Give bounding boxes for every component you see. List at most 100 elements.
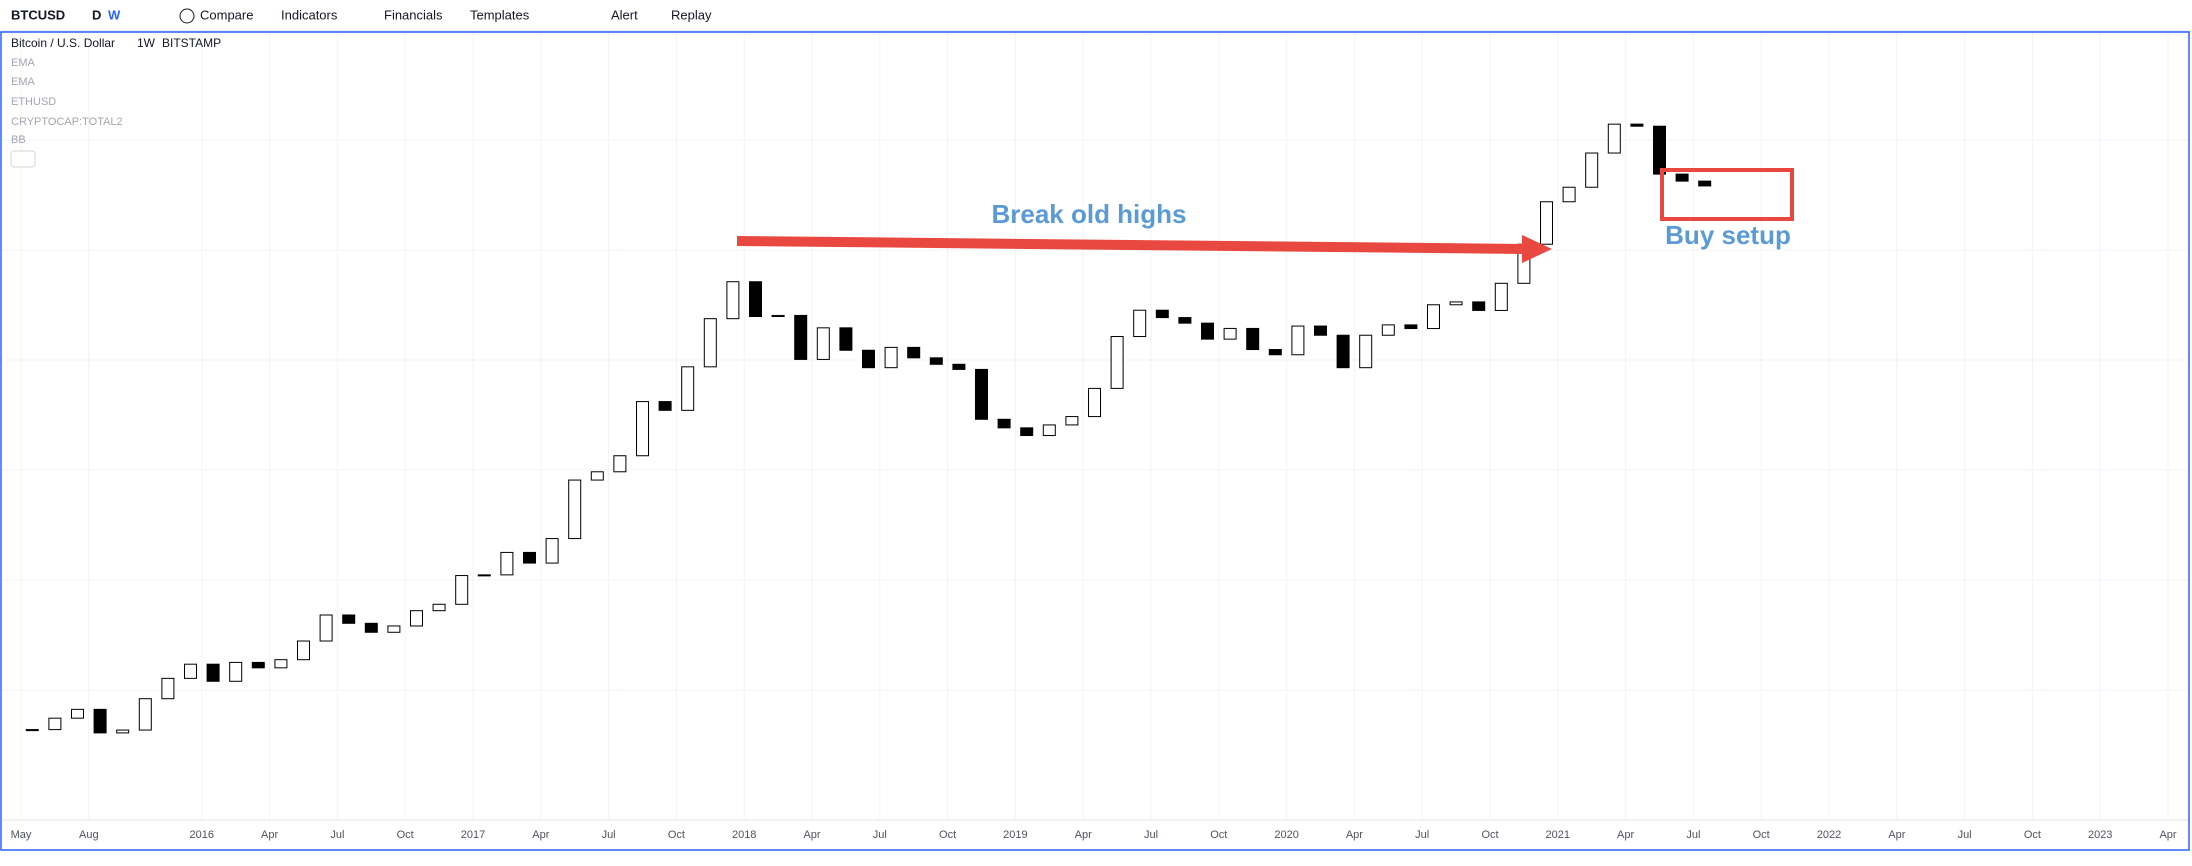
candle: [1427, 304, 1440, 330]
x-tick-label: Jul: [602, 829, 616, 841]
candle: [1472, 301, 1486, 311]
annotation: Buy setup: [1665, 220, 1791, 250]
candle: [1404, 324, 1418, 330]
candle: [1607, 123, 1621, 154]
candle: [364, 622, 378, 633]
candle: [48, 717, 62, 731]
candle: [1359, 334, 1373, 369]
candle: [1494, 282, 1508, 311]
candle: [500, 551, 514, 576]
candle: [319, 614, 333, 642]
x-tick-label: Jul: [1144, 829, 1158, 841]
x-tick-label: Apr: [2159, 829, 2176, 841]
x-tick-label: Oct: [1753, 829, 1770, 841]
candle: [410, 610, 423, 627]
x-tick-label: Apr: [803, 829, 820, 841]
candles: [25, 123, 1712, 734]
symbol[interactable]: BTCUSD: [11, 7, 65, 22]
candle: [749, 281, 762, 318]
candle: [297, 640, 310, 661]
candle: [703, 318, 717, 368]
x-tick-label: 2021: [1546, 829, 1570, 841]
candle: [1020, 427, 1034, 437]
alert-button[interactable]: Alert: [611, 7, 638, 22]
candle: [975, 368, 988, 420]
candle: [658, 401, 672, 411]
candle: [1065, 416, 1079, 426]
candle: [432, 603, 446, 612]
candle: [1088, 387, 1101, 418]
candle: [816, 327, 830, 360]
x-tick-label: 2023: [2088, 829, 2112, 841]
annotation: Break old highs: [991, 199, 1186, 229]
candle: [726, 281, 740, 320]
compare-button[interactable]: Compare: [200, 7, 253, 22]
x-tick-label: Jul: [1958, 829, 1972, 841]
candle: [138, 698, 152, 731]
candle: [1540, 201, 1553, 245]
candle: [1585, 152, 1599, 188]
x-tick-label: Jul: [1415, 829, 1429, 841]
templates-button[interactable]: Templates: [470, 7, 530, 22]
x-tick-label: 2018: [732, 829, 756, 841]
indicators-button[interactable]: Indicators: [281, 7, 338, 22]
x-tick-label: Oct: [1210, 829, 1227, 841]
candle: [1630, 123, 1644, 127]
candle: [1653, 125, 1666, 175]
candle: [523, 551, 536, 564]
x-tick-label: Jul: [330, 829, 344, 841]
candle: [387, 625, 401, 633]
candle: [1246, 327, 1260, 351]
indicator[interactable]: EMA: [11, 57, 36, 69]
candle: [1336, 334, 1350, 369]
x-tick-label: 2017: [461, 829, 485, 841]
x-tick-label: 2016: [190, 829, 214, 841]
candle: [568, 479, 582, 540]
candle: [862, 349, 875, 369]
x-tick-label: Apr: [1617, 829, 1634, 841]
grid: [2, 33, 2188, 820]
candle: [1133, 309, 1147, 338]
toolbar: [0, 0, 2192, 31]
candle: [1178, 317, 1192, 324]
candle: [161, 677, 175, 700]
indicator[interactable]: EMA: [11, 76, 36, 88]
interval-button[interactable]: W: [108, 7, 121, 22]
compare-icon: [179, 8, 195, 24]
indicator[interactable]: CRYPTOCAP:TOTAL2: [11, 116, 123, 128]
x-tick-label: Jul: [1686, 829, 1700, 841]
candle: [636, 401, 649, 457]
candle: [184, 663, 197, 679]
candle: [1562, 186, 1576, 203]
arrow-head: [1522, 235, 1552, 263]
x-tick-label: Apr: [1075, 829, 1092, 841]
candle: [1223, 327, 1237, 340]
highlight-box: [1660, 168, 1794, 221]
candle: [1155, 309, 1169, 319]
candle: [455, 575, 469, 605]
candle: [1675, 173, 1689, 182]
x-tick-label: Apr: [1346, 829, 1363, 841]
candle: [229, 661, 243, 682]
candle: [206, 663, 220, 682]
candle: [1381, 324, 1395, 336]
x-tick-label: Oct: [939, 829, 956, 841]
legend-interval: 1W: [137, 36, 156, 50]
candle: [116, 729, 130, 734]
collapse-button[interactable]: [10, 150, 36, 168]
interval-button[interactable]: D: [92, 7, 101, 22]
candle: [25, 729, 39, 732]
candle: [613, 455, 627, 473]
arrow: [736, 236, 1531, 254]
financials-button[interactable]: Financials: [384, 7, 443, 22]
candle: [274, 659, 288, 669]
indicator[interactable]: ETHUSD: [11, 96, 56, 108]
candle: [929, 357, 943, 365]
candle: [93, 708, 107, 734]
indicator[interactable]: BB: [11, 134, 26, 146]
x-tick-label: Apr: [1888, 829, 1905, 841]
replay-button[interactable]: Replay: [671, 7, 712, 22]
candle: [794, 314, 808, 360]
